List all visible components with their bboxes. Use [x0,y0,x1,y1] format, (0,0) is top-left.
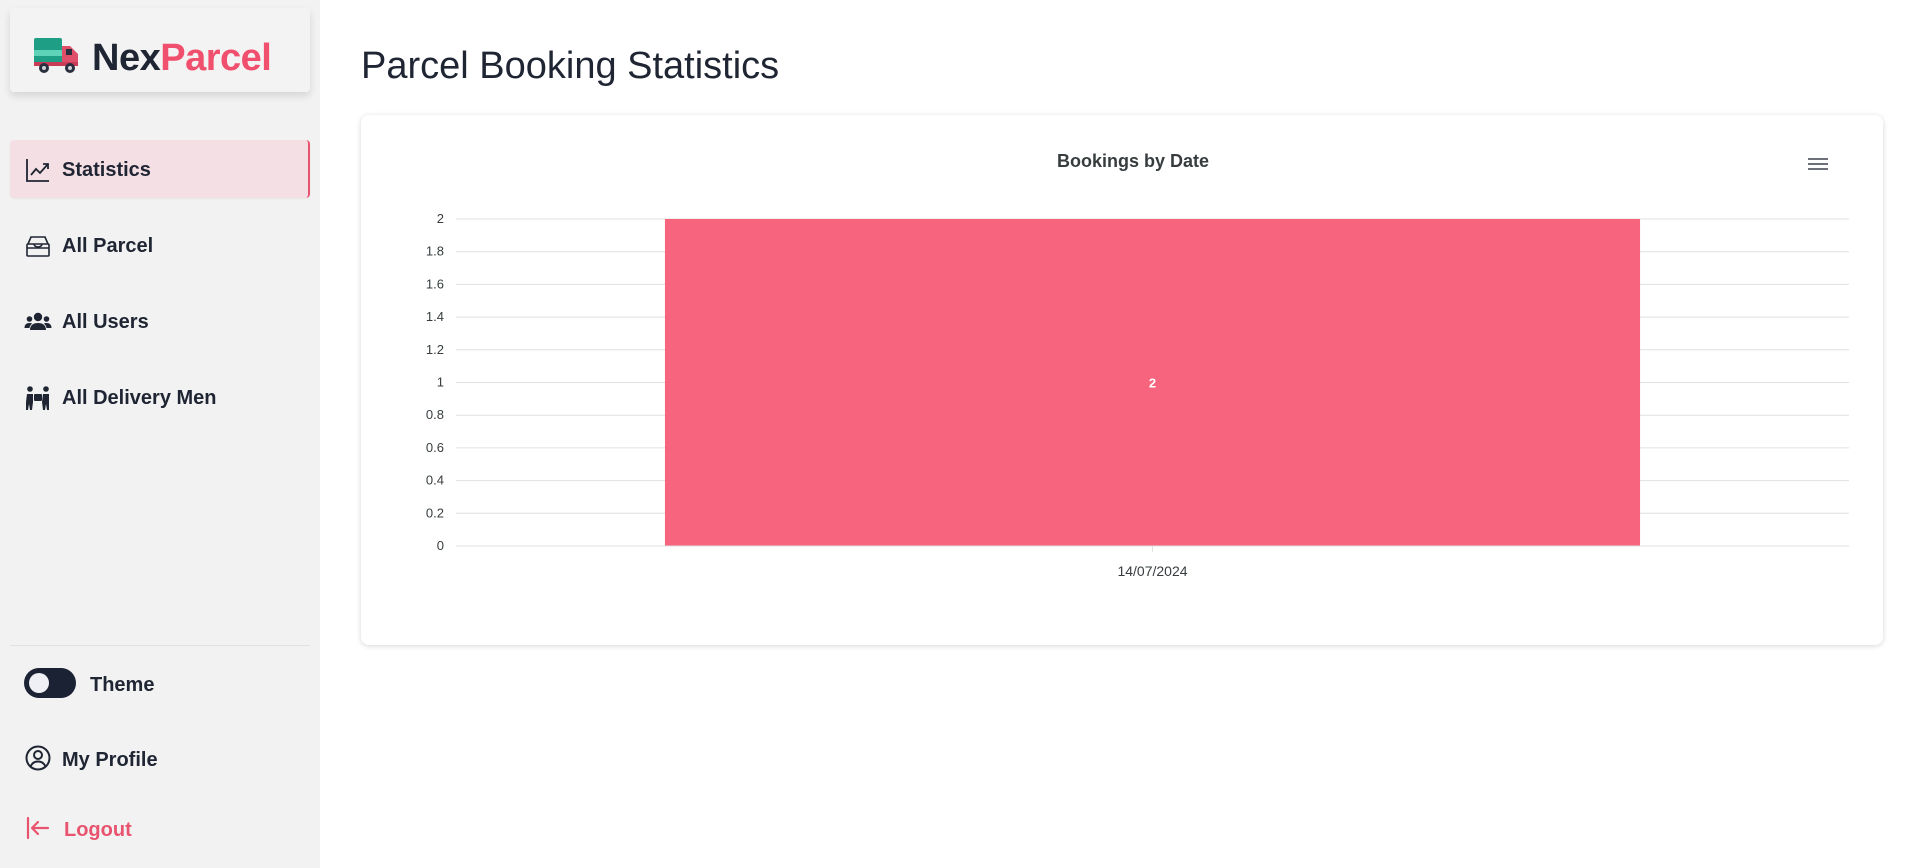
sidebar-item-statistics[interactable]: Statistics [10,140,310,198]
brand-logo-card[interactable]: NexParcel [10,8,310,92]
brand-name-part1: Nex [92,37,161,79]
logout-button[interactable]: Logout [24,810,274,846]
hamburger-menu-icon[interactable] [1806,155,1830,175]
delivery-truck-icon [34,38,78,73]
y-tick-label: 0.8 [426,407,444,422]
bookings-chart: Bookings by Date 0 0.2 0.4 0.6 0.8 1 1.2 1.4 1.6 1… [426,151,1849,579]
sidebar-item-all-users[interactable]: All Users [10,292,310,350]
data-label: 2 [1149,376,1156,391]
y-tick-label: 1.2 [426,342,444,357]
my-profile-link[interactable]: My Profile [24,740,274,776]
y-tick-label: 1.8 [426,244,444,259]
brand-name-part2: Parcel [160,37,272,79]
logout-label: Logout [64,819,132,841]
y-tick-label: 0.6 [426,440,444,455]
users-icon [24,312,52,330]
chart-line-icon [26,159,49,182]
y-tick-label: 0.4 [426,473,444,488]
theme-toggle[interactable] [24,668,76,698]
y-tick-label: 0 [437,538,444,553]
sidebar-item-all-delivery-men[interactable]: All Delivery Men [10,368,310,426]
brand-name: NexParcel [92,36,272,80]
sidebar-item-label: Statistics [62,159,151,181]
box-open-icon [26,236,50,257]
y-tick-label: 0.2 [426,505,444,520]
y-tick-label: 1.4 [426,309,444,324]
sidebar-item-label: All Delivery Men [62,387,217,409]
x-tick-label: 14/07/2024 [1117,563,1187,579]
y-tick-label: 1.6 [426,276,444,291]
y-tick-label: 2 [437,211,444,226]
page-title: Parcel Booking Statistics [361,45,780,87]
sidebar-item-all-parcel[interactable]: All Parcel [10,216,310,274]
chart-title: Bookings by Date [1057,151,1209,171]
logout-icon [26,816,50,840]
theme-toggle-row: Theme [24,665,304,701]
sidebar: NexParcel Statistics All Parcel All User… [0,0,320,868]
delivery-men-icon [26,386,49,410]
sidebar-item-label: All Parcel [62,235,154,257]
bar [664,219,1641,546]
chart-card: Bookings by Date 0 0.2 0.4 0.6 0.8 1 1.2 1.4 1.6 1… [361,115,1883,645]
sidebar-item-label: All Users [62,311,149,333]
theme-label: Theme [90,674,155,696]
sidebar-divider [10,645,310,646]
my-profile-label: My Profile [62,749,158,771]
toggle-knob [29,673,49,693]
y-tick-label: 1 [437,375,444,390]
user-circle-icon [25,745,51,771]
